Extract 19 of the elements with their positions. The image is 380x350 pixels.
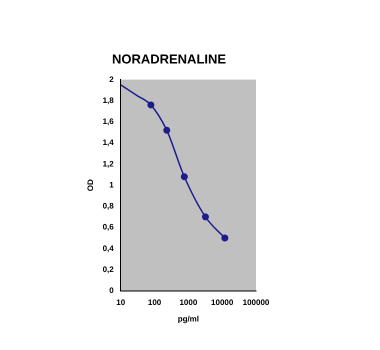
y-tick-label: 1,6 bbox=[102, 117, 114, 126]
y-tick-label: 2 bbox=[109, 74, 114, 84]
y-tick-label: 0,2 bbox=[102, 264, 114, 274]
y-tick-label: 0,8 bbox=[102, 202, 114, 211]
chart-title: NORADRENALINE bbox=[112, 51, 226, 66]
x-tick-label: 10000 bbox=[211, 298, 234, 307]
x-axis-title: pg/ml bbox=[178, 314, 200, 324]
y-tick-label: 1,4 bbox=[102, 138, 114, 148]
x-tick-label: 10 bbox=[116, 298, 126, 307]
y-tick-label: 0,6 bbox=[102, 222, 114, 232]
y-tick-label: 0,4 bbox=[102, 244, 114, 253]
y-tick-label: 1 bbox=[109, 180, 114, 190]
x-tick-label: 1000 bbox=[179, 298, 198, 307]
x-tick-label: 100 bbox=[148, 298, 162, 307]
y-tick-label: 1,2 bbox=[102, 159, 114, 168]
y-tick-label: 0 bbox=[109, 286, 114, 296]
y-axis-title: OD bbox=[86, 178, 96, 192]
x-tick-label: 100000 bbox=[242, 298, 270, 307]
y-tick-label: 1,8 bbox=[102, 96, 114, 105]
